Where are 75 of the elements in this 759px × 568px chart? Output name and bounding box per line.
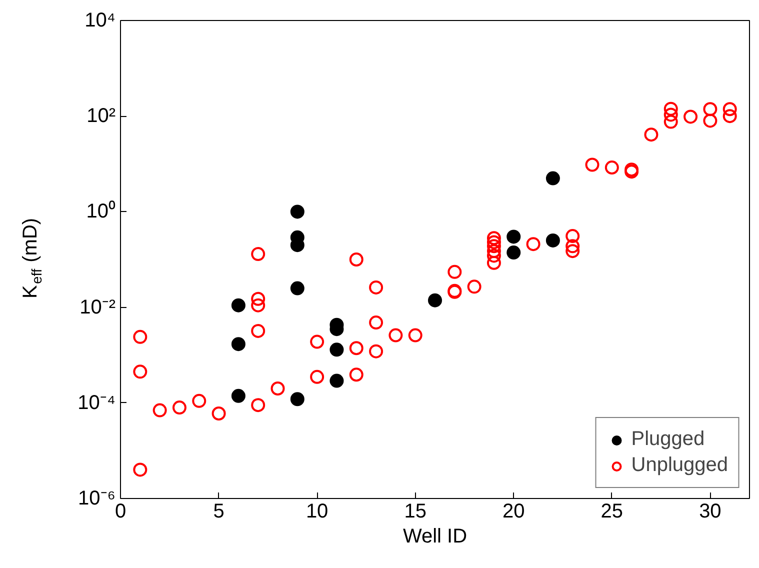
point — [703, 114, 718, 128]
point — [722, 109, 737, 124]
point — [506, 246, 521, 260]
point — [349, 252, 364, 266]
y-tick-label: 10⁻² — [80, 296, 116, 318]
point — [231, 337, 246, 352]
point — [251, 298, 266, 312]
point — [133, 462, 148, 477]
point — [644, 128, 658, 142]
point — [212, 406, 226, 420]
y-axis-title: Keff (mD) — [20, 218, 44, 298]
x-tick-label: 10 — [306, 500, 328, 522]
point — [467, 280, 482, 294]
point — [604, 160, 619, 175]
point — [664, 108, 678, 122]
point — [270, 382, 285, 396]
point — [566, 239, 580, 254]
point — [192, 394, 206, 408]
point — [369, 344, 384, 358]
point — [486, 248, 501, 263]
point — [486, 235, 501, 250]
point — [369, 280, 384, 294]
y-tick-label: 10⁴ — [84, 10, 116, 32]
point — [486, 231, 501, 246]
point — [349, 368, 364, 382]
point — [428, 293, 442, 308]
point — [310, 370, 324, 384]
point — [290, 281, 304, 296]
point — [664, 114, 678, 129]
point — [546, 171, 560, 186]
x-axis-title: Well ID — [402, 526, 468, 548]
point — [231, 388, 246, 403]
point — [486, 256, 501, 270]
point — [172, 400, 186, 415]
point — [290, 392, 304, 406]
point — [251, 292, 266, 306]
point — [388, 328, 403, 342]
point — [546, 233, 560, 248]
point — [684, 110, 698, 124]
point — [152, 403, 167, 418]
x-tick-label: 20 — [502, 500, 525, 522]
point — [310, 334, 324, 349]
y-tick-label: 10² — [86, 105, 116, 128]
point — [231, 298, 246, 312]
point — [251, 398, 266, 412]
point — [526, 237, 540, 252]
point — [408, 328, 422, 342]
point — [722, 102, 737, 116]
x-tick-label: 30 — [699, 500, 722, 522]
point — [133, 330, 148, 344]
point — [330, 342, 344, 357]
point — [133, 364, 148, 379]
x-tick-label: 25 — [600, 500, 624, 522]
y-tick-label: 10⁻⁴ — [78, 392, 116, 414]
point — [448, 264, 462, 279]
point — [703, 102, 718, 116]
x-tick-label: 15 — [404, 500, 426, 522]
point — [251, 324, 266, 338]
x-tick-label: 5 — [213, 500, 224, 522]
legend-label: Unplugged — [631, 454, 728, 477]
point — [486, 239, 501, 254]
point — [369, 316, 384, 330]
point — [566, 229, 580, 243]
x-tick-label: 0 — [114, 500, 126, 522]
point — [664, 102, 678, 116]
y-tick-label: 10⁰ — [86, 200, 116, 223]
point — [251, 247, 266, 262]
y-tick-label: 10⁻⁶ — [78, 488, 116, 510]
legend-label: Plugged — [631, 428, 705, 451]
point — [330, 374, 344, 388]
point — [290, 204, 304, 219]
point — [349, 341, 364, 356]
point — [585, 158, 600, 172]
point — [566, 244, 580, 258]
point — [506, 230, 521, 244]
